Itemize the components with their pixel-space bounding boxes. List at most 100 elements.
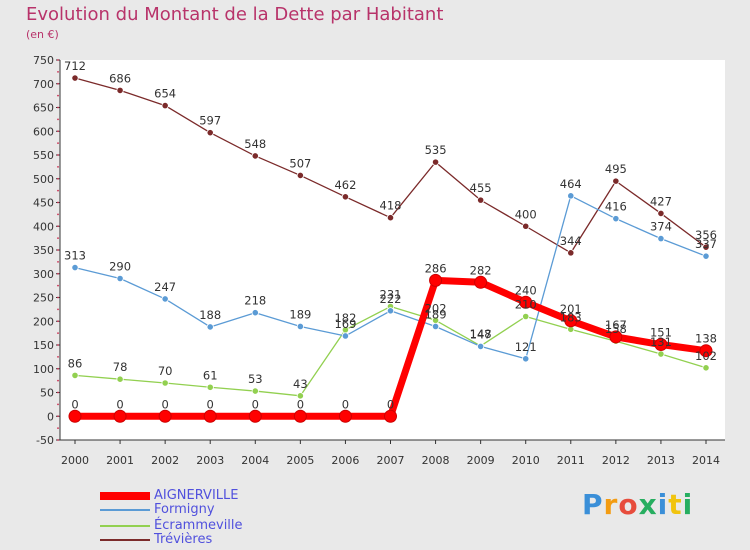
series-point-0-4 [248,409,262,423]
proxiti-logo: Proxiti [582,488,693,521]
y-tick-label: -50 [36,434,54,447]
chart-unit-label: (en €) [26,28,59,41]
y-tick-label: 300 [33,268,54,281]
value-label: 507 [289,156,311,170]
legend-label: Trévières [154,532,213,547]
value-label: 654 [154,87,176,101]
series-point-0-8 [429,273,443,287]
value-label: 462 [334,178,356,192]
series-point-1-13 [657,235,665,243]
series-point-3-0 [71,74,79,82]
value-label: 418 [380,199,402,213]
series-point-1-10 [522,355,530,363]
y-tick-label: 200 [33,315,54,328]
value-label: 495 [605,162,627,176]
value-label: 548 [244,137,266,151]
x-tick-label: 2011 [557,454,585,467]
y-minor-tick [57,415,59,418]
y-tick-label: 0 [47,410,54,423]
value-label: 201 [560,302,582,316]
series-point-1-14 [702,252,710,260]
y-tick-label: 50 [40,387,54,400]
series-point-0-3 [203,409,217,423]
value-label: 189 [289,307,311,321]
series-point-2-4 [251,387,259,395]
y-minor-tick [57,237,59,240]
series-point-3-6 [341,193,350,201]
y-tick-label: 400 [33,220,54,233]
series-point-3-5 [296,171,304,180]
x-tick-label: 2001 [106,454,134,467]
legend-swatch [100,538,150,541]
y-minor-tick [57,59,59,61]
value-label: 53 [248,372,263,386]
series-point-1-1 [116,274,124,283]
value-label: 210 [515,298,537,312]
value-label: 102 [695,349,717,363]
logo-letter: r [603,488,619,521]
series-point-0-1 [113,409,127,423]
legend-swatch [100,508,150,511]
series-point-2-13 [657,350,665,358]
y-tick-label: 250 [33,292,54,305]
y-minor-tick [57,213,59,216]
series-point-3-4 [251,152,259,160]
logo-letter: x [638,488,658,521]
value-label: 231 [380,288,402,302]
series-point-0-14 [699,344,713,358]
series-point-1-0 [71,263,79,272]
value-label: 158 [605,322,627,336]
value-label: 202 [425,301,447,315]
y-minor-tick [57,154,59,156]
x-tick-label: 2002 [151,454,179,467]
series-point-3-11 [567,249,575,257]
series-point-3-8 [431,158,440,166]
legend-swatch [100,524,150,527]
series-point-0-5 [293,409,307,423]
y-minor-tick [57,272,59,275]
value-label: 0 [71,397,78,411]
series-point-3-2 [161,102,169,110]
x-tick-label: 2012 [602,454,630,467]
series-point-2-14 [702,364,710,372]
series-point-1-3 [206,323,214,331]
series-point-0-7 [384,409,397,423]
value-label: 86 [68,356,83,370]
series-point-0-6 [338,409,352,423]
value-label: 535 [425,143,447,157]
y-tick-label: 150 [33,339,54,352]
value-label: 131 [650,335,672,349]
x-tick-label: 2014 [692,454,720,467]
y-minor-tick [57,284,59,287]
series-point-3-14 [702,243,710,251]
y-minor-tick [57,225,59,228]
legend-label: Écrammeville [154,518,243,533]
logo-letter: P [582,488,604,521]
value-label: 0 [297,397,304,411]
legend-swatch [100,491,150,500]
y-minor-tick [57,165,59,168]
x-tick-label: 2004 [241,454,269,467]
y-tick-label: 100 [33,363,54,376]
value-label: 400 [515,207,537,221]
value-label: 169 [334,317,356,331]
value-label: 337 [695,237,717,251]
series-point-3-7 [386,214,395,222]
series-point-1-11 [567,192,575,200]
y-minor-tick [57,249,59,251]
value-label: 151 [650,326,672,340]
y-tick-label: 600 [33,125,54,138]
x-tick-label: 2009 [467,454,495,467]
y-tick-label: 750 [33,54,54,67]
series-point-2-10 [522,312,530,321]
y-minor-tick [57,403,59,406]
value-label: 148 [470,327,492,341]
legend-label: AIGNERVILLE [154,488,239,503]
value-label: 0 [207,397,214,411]
y-minor-tick [57,379,59,382]
legend-item: Formigny [100,502,215,517]
series-point-2-1 [116,375,124,383]
y-minor-tick [57,142,59,145]
value-label: 282 [470,263,492,277]
x-tick-label: 2010 [512,454,540,467]
